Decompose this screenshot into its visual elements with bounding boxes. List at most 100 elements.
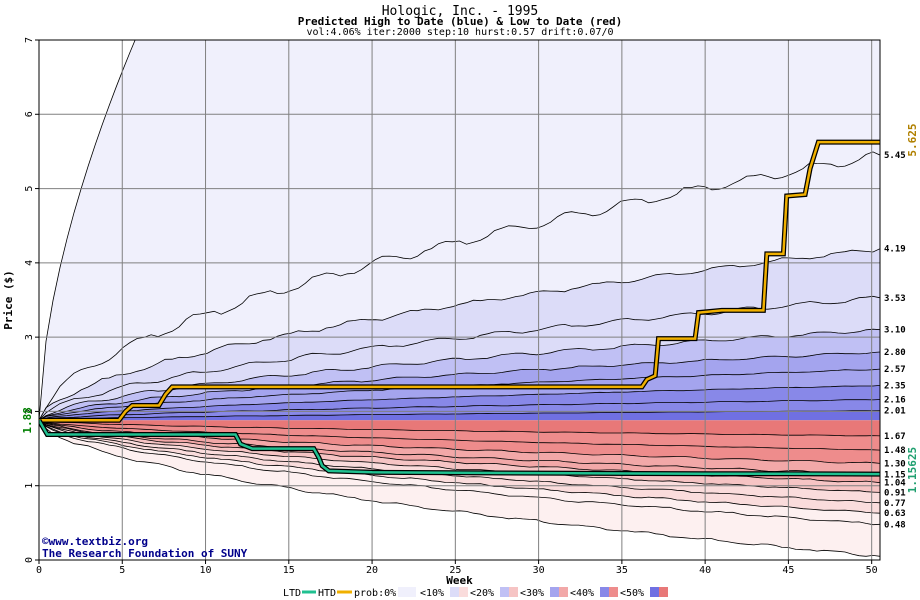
low-band-40% (39, 420, 880, 475)
y-tick-label: 1 (24, 483, 35, 489)
quantile-end-label: 1.48 (884, 446, 906, 456)
chart-subtitle: Predicted High to Date (blue) & Low to D… (297, 15, 623, 28)
quantile-end-label: 0.77 (884, 499, 906, 509)
x-tick-label: 20 (366, 565, 378, 576)
low-quantile-line-10% (39, 419, 880, 437)
low-band-10% (39, 420, 880, 436)
low-quantile-line-60% (39, 419, 880, 493)
y-tick-label: 6 (24, 111, 35, 117)
y-tick-label: 0 (24, 557, 35, 563)
quantile-end-label: 4.19 (884, 245, 906, 255)
quantile-end-label: 1.15 (884, 471, 906, 481)
chart-legend: LTD HTD prob:0% <10% <20% <30% <40% <50% (283, 587, 668, 599)
ltd-line (39, 419, 880, 476)
quantile-end-label: 5.45 (884, 151, 906, 161)
quantile-end-label: 2.57 (884, 365, 906, 375)
x-tick-label: 15 (283, 565, 295, 576)
copyright-credit: ©www.textbiz.org (42, 535, 148, 548)
low-quantile-line-70% (39, 419, 880, 504)
low-band-30% (39, 420, 880, 464)
legend-htd-label: HTD (318, 588, 336, 599)
x-axis-label: Week (446, 574, 473, 585)
x-tick-label: 5 (119, 565, 125, 576)
quantile-end-label: 2.35 (884, 381, 906, 391)
legend-band-swatch-blue (650, 587, 659, 597)
quantile-end-label: 1.04 (884, 479, 906, 489)
high-band-10% (39, 410, 880, 421)
legend-band-label: <10% (420, 588, 444, 599)
high-band-40% (39, 369, 880, 421)
start-price-label: 1.88 (21, 407, 34, 434)
simulation-parameters: vol:4.06% iter:2000 step:10 hurst:0.57 d… (306, 27, 614, 38)
high-quantile-line-80% (39, 248, 880, 421)
high-band-60% (39, 329, 880, 421)
x-tick-label: 50 (866, 565, 878, 576)
low-quantile-line-20% (39, 419, 880, 451)
legend-band-swatch-red (609, 587, 618, 597)
y-tick-label: 7 (24, 37, 35, 43)
htd-line (39, 140, 880, 422)
y-tick-label: 3 (24, 334, 35, 340)
quantile-end-label: 3.53 (884, 294, 906, 304)
legend-band-swatch-red (559, 587, 568, 597)
low-quantile-line-80% (39, 419, 880, 514)
htd-end-label: 5.625 (906, 123, 919, 156)
x-tick-label: 45 (782, 565, 794, 576)
high-band-30% (39, 385, 880, 421)
legend-band-label: <30% (520, 588, 544, 599)
high-band-20% (39, 399, 880, 421)
quantile-end-label: 0.63 (884, 509, 906, 519)
legend-band-label: <50% (620, 588, 644, 599)
legend-band-swatch-blue (500, 587, 509, 597)
x-tick-label: 0 (36, 565, 42, 576)
x-tick-label: 25 (449, 565, 461, 576)
y-tick-label: 4 (24, 260, 35, 266)
low-quantile-line-99% (39, 420, 880, 557)
low-band-70% (39, 420, 880, 503)
low-quantile-line-40% (39, 419, 880, 475)
ltd-end-label: 1.15625 (906, 447, 919, 493)
foundation-credit: The Research Foundation of SUNY (42, 547, 248, 560)
quantile-end-label: 0.91 (884, 488, 906, 498)
quantile-end-label: 3.10 (884, 326, 906, 336)
y-axis-label: Price ($) (2, 270, 15, 330)
legend-band-swatch-blue (600, 587, 609, 597)
high-band-90% (39, 151, 880, 421)
high-band-50% (39, 352, 880, 421)
legend-swatch-0 (398, 587, 416, 597)
high-quantile-line-90% (39, 151, 880, 421)
quantile-end-label: 2.01 (884, 407, 906, 417)
low-band-99% (39, 420, 880, 557)
legend-band-label: <40% (570, 588, 594, 599)
x-tick-label: 10 (200, 565, 212, 576)
y-tick-label: 5 (24, 186, 35, 192)
legend-band-swatch-red (509, 587, 518, 597)
high-band-80% (39, 248, 880, 421)
quantile-end-label: 2.16 (884, 396, 906, 406)
quantile-end-label: 0.48 (884, 520, 906, 530)
legend-band-label: <20% (470, 588, 494, 599)
y-tick-label: 2 (24, 408, 35, 414)
high-quantile-line-30% (39, 385, 880, 421)
high-quantile-line-20% (39, 399, 880, 421)
legend-prob-label: prob:0% (354, 588, 396, 599)
legend-band-swatch-red (659, 587, 668, 597)
low-band-50% (39, 420, 880, 483)
quantile-end-label: 2.80 (884, 348, 906, 358)
plot-area (39, 40, 880, 560)
legend-band-swatch-blue (550, 587, 559, 597)
quantile-end-label: 1.67 (884, 432, 906, 442)
x-tick-label: 30 (533, 565, 545, 576)
chart-title: Hologic, Inc. - 1995 (381, 4, 539, 19)
x-tick-label: 35 (616, 565, 628, 576)
plot-frame (38, 39, 881, 561)
legend-band-swatch-red (459, 587, 468, 597)
legend-band-swatch-blue (450, 587, 459, 597)
legend-ltd-label: LTD (283, 588, 301, 599)
quantile-end-label: 1.30 (884, 459, 906, 469)
low-band-80% (39, 420, 880, 514)
high-band-99% (39, 40, 880, 421)
low-quantile-line-90% (39, 420, 880, 526)
high-quantile-line-50% (39, 351, 880, 421)
